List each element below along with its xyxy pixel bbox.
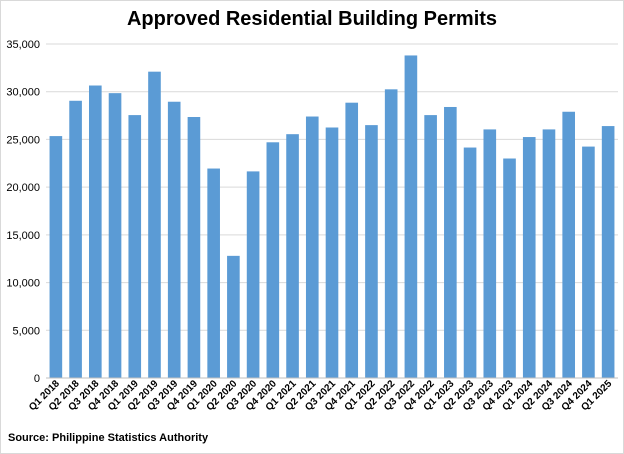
bar <box>582 146 595 378</box>
bar <box>345 102 359 378</box>
bar <box>128 115 142 378</box>
bar <box>444 106 457 379</box>
bar <box>69 100 82 378</box>
bar <box>286 134 299 378</box>
bar <box>601 126 615 378</box>
y-tick-label: 5,000 <box>12 325 40 337</box>
bar <box>542 129 556 378</box>
y-tick-label: 15,000 <box>6 230 40 242</box>
bar <box>325 127 339 378</box>
bar <box>483 129 497 378</box>
bars <box>49 55 615 379</box>
bar <box>365 125 378 378</box>
bar <box>49 136 63 378</box>
y-axis-ticks: 0 5,000 10,000 15,000 20,000 25,000 30,000 35,0… <box>6 39 40 385</box>
bar <box>384 89 398 378</box>
bar <box>167 101 181 378</box>
bar <box>246 171 260 378</box>
bar <box>88 85 102 379</box>
chart-title: Approved Residential Building Permits <box>126 8 498 30</box>
bar <box>227 255 240 378</box>
bar <box>424 115 437 378</box>
y-tick-label: 0 <box>34 373 40 385</box>
bar <box>187 117 201 378</box>
bar <box>266 142 280 378</box>
bar <box>108 93 122 378</box>
y-tick-label: 30,000 <box>6 87 40 99</box>
y-tick-label: 10,000 <box>6 278 40 290</box>
bar <box>463 147 477 378</box>
source-note: Source: Philippine Statistics Authority <box>8 432 209 444</box>
bar <box>404 55 418 379</box>
bar <box>148 71 161 378</box>
y-tick-label: 25,000 <box>6 134 40 146</box>
bar <box>503 158 516 378</box>
bar <box>522 137 536 378</box>
bar <box>562 111 576 379</box>
bar <box>207 168 220 378</box>
y-tick-label: 20,000 <box>6 182 40 194</box>
bar <box>305 116 319 379</box>
y-tick-label: 35,000 <box>6 39 40 51</box>
